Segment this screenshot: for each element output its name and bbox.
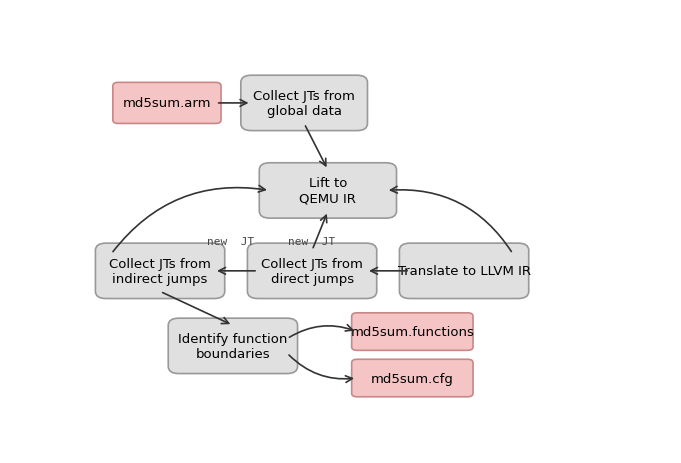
FancyBboxPatch shape — [168, 319, 298, 374]
Text: Collect JTs from
global data: Collect JTs from global data — [253, 90, 355, 118]
FancyBboxPatch shape — [247, 244, 377, 299]
Text: Translate to LLVM IR: Translate to LLVM IR — [398, 265, 530, 278]
Text: Collect JTs from
direct jumps: Collect JTs from direct jumps — [261, 257, 363, 285]
FancyBboxPatch shape — [259, 163, 396, 219]
Text: Identify function
boundaries: Identify function boundaries — [178, 332, 287, 360]
FancyBboxPatch shape — [400, 244, 528, 299]
Text: Lift to
QEMU IR: Lift to QEMU IR — [300, 177, 356, 205]
Text: md5sum.functions: md5sum.functions — [351, 325, 474, 338]
FancyBboxPatch shape — [351, 313, 473, 350]
FancyBboxPatch shape — [113, 83, 221, 124]
Text: md5sum.arm: md5sum.arm — [123, 97, 211, 110]
Text: Collect JTs from
indirect jumps: Collect JTs from indirect jumps — [109, 257, 211, 285]
Text: new  JT: new JT — [289, 237, 336, 247]
FancyBboxPatch shape — [95, 244, 225, 299]
FancyBboxPatch shape — [241, 76, 368, 131]
FancyBboxPatch shape — [351, 359, 473, 397]
Text: md5sum.cfg: md5sum.cfg — [371, 372, 454, 385]
Text: new  JT: new JT — [206, 237, 254, 247]
